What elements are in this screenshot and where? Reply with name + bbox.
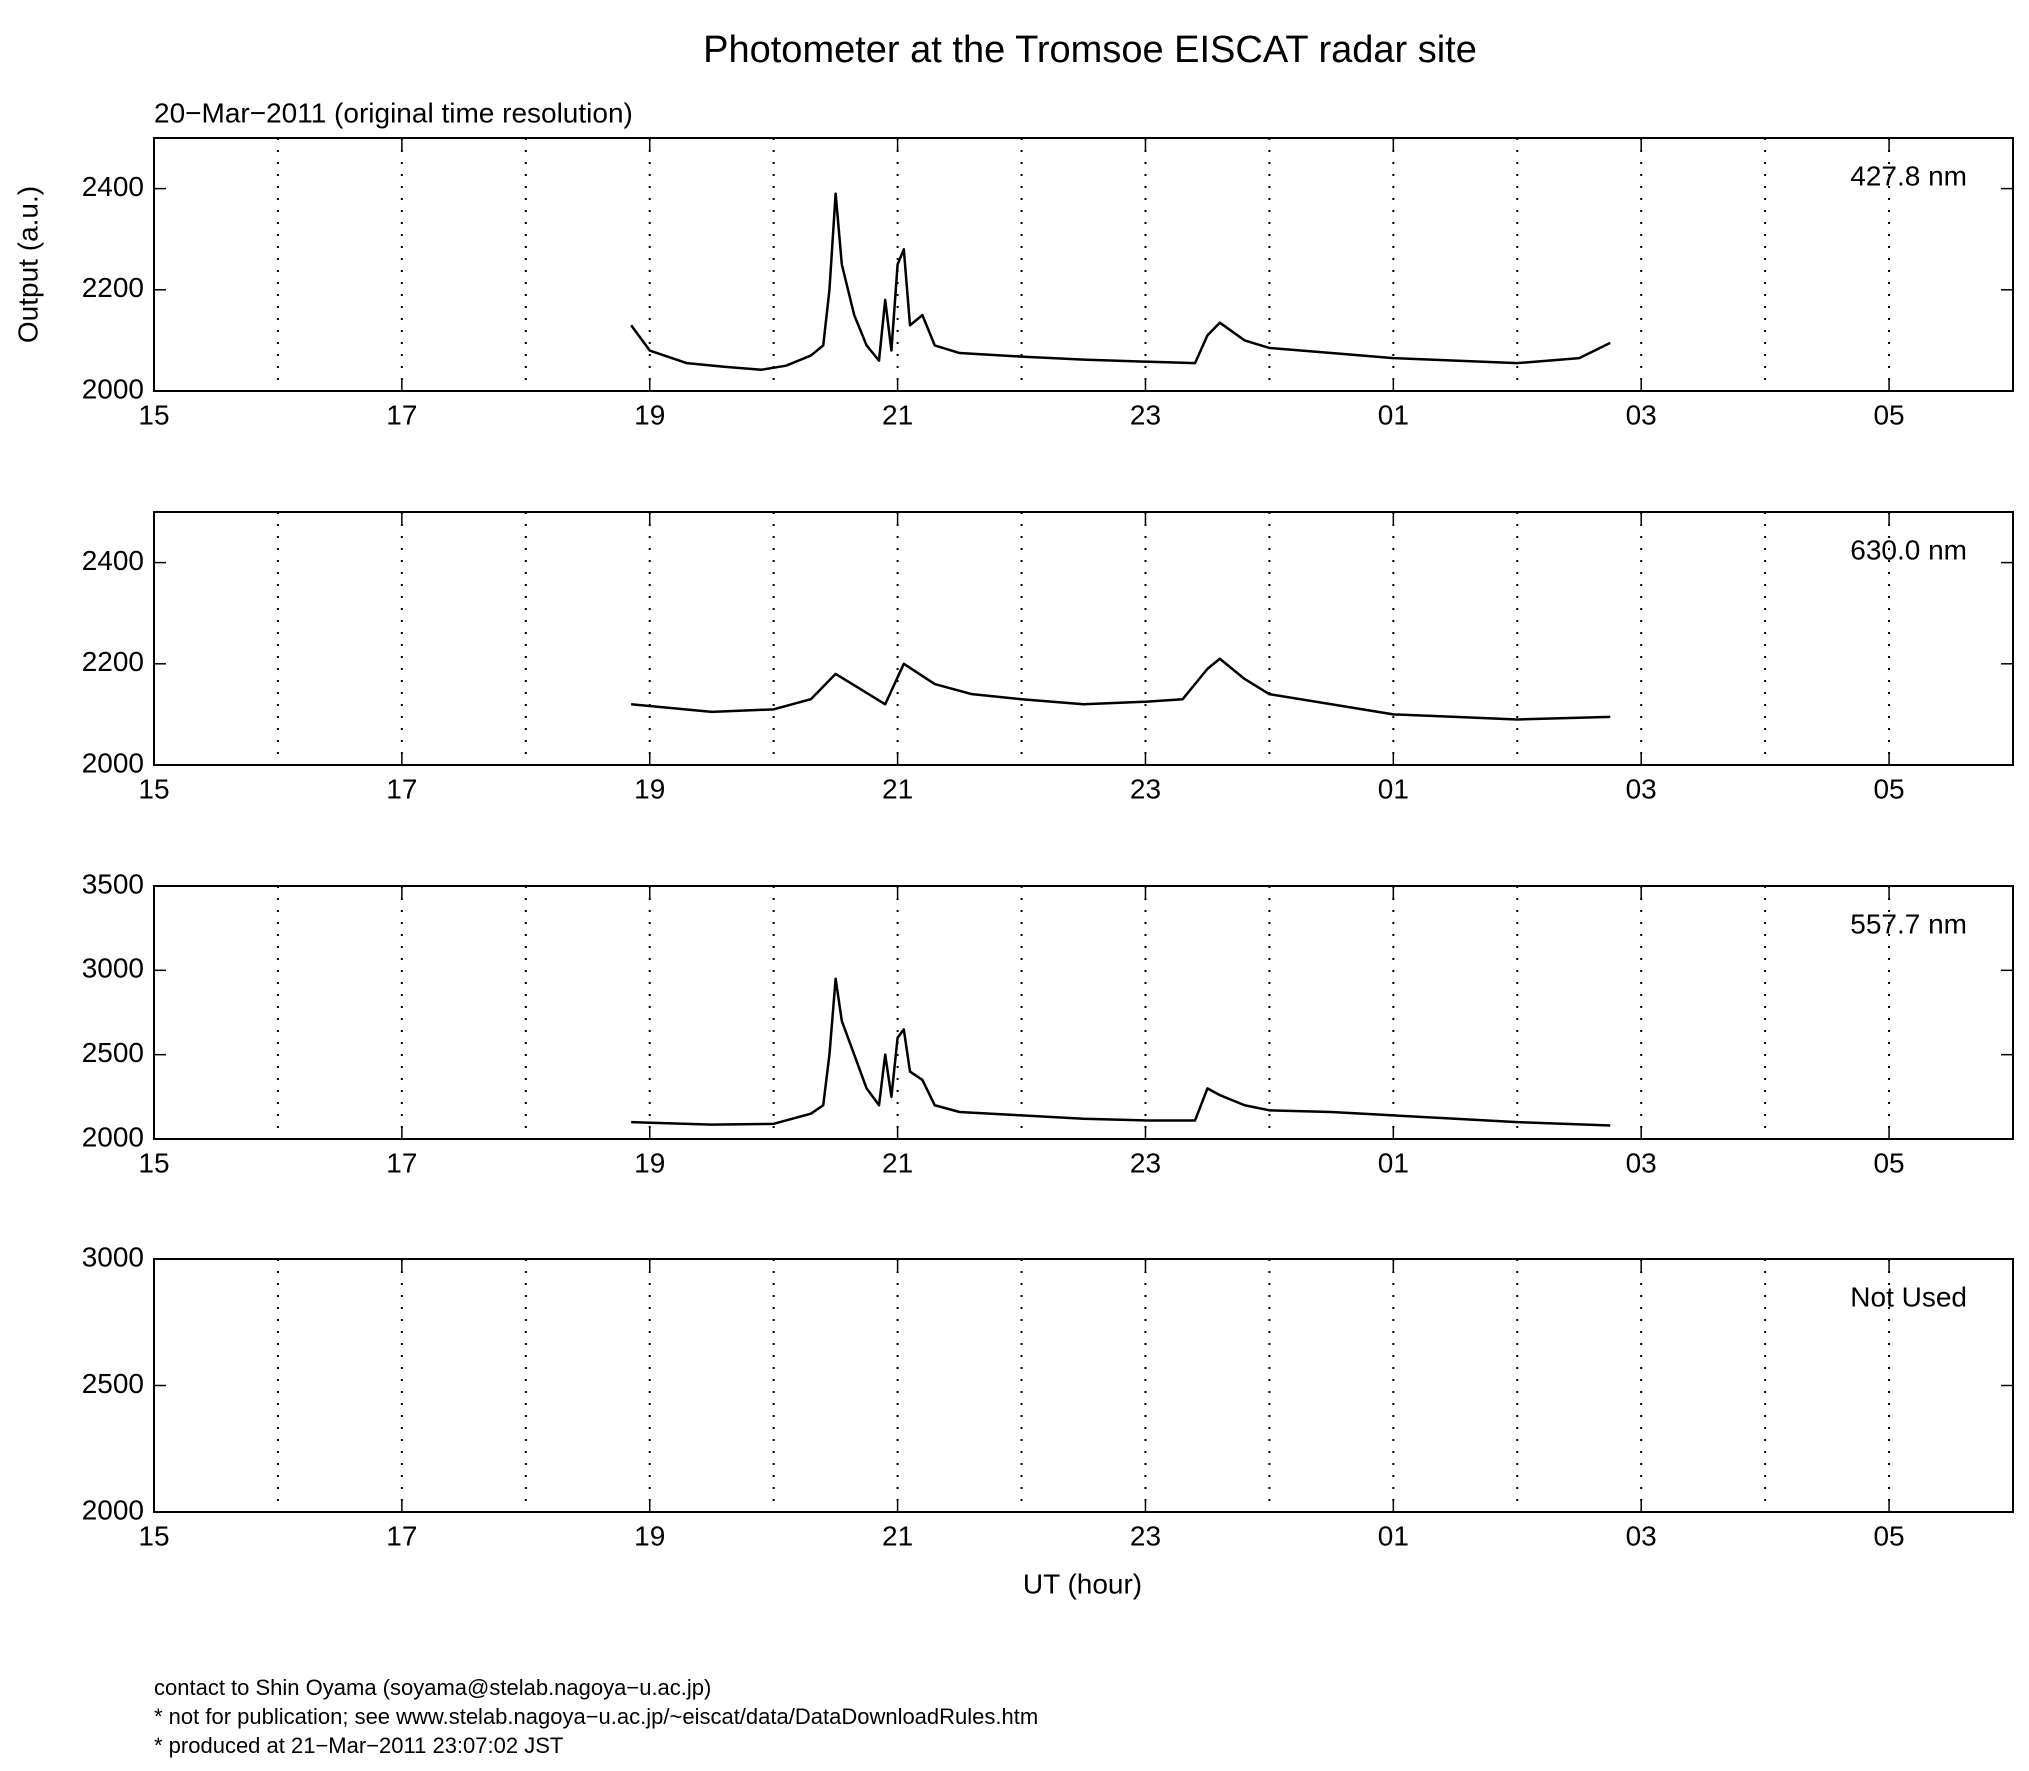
y-tick-label: 2200: [82, 646, 144, 677]
y-tick-label: 3000: [82, 953, 144, 984]
x-tick-label: 19: [634, 773, 665, 804]
y-axis-label: Output (a.u.): [12, 186, 43, 343]
x-tick-label: 01: [1378, 399, 1409, 430]
x-tick-label: 23: [1130, 773, 1161, 804]
data-line: [631, 657, 1611, 721]
x-tick-label: 21: [882, 1520, 913, 1551]
y-tick-label: 2000: [82, 747, 144, 778]
x-tick-label: 03: [1626, 1147, 1657, 1178]
x-tick-label: 15: [138, 773, 169, 804]
x-tick-label: 15: [138, 1147, 169, 1178]
y-tick-label: 2400: [82, 545, 144, 576]
y-tick-label: 2200: [82, 272, 144, 303]
x-tick-label: 21: [882, 399, 913, 430]
x-tick-label: 15: [138, 399, 169, 430]
panel-label: 557.7 nm: [1850, 908, 1967, 939]
x-tick-label: 05: [1873, 399, 1904, 430]
data-line: [631, 977, 1611, 1127]
x-tick-label: 17: [386, 773, 417, 804]
x-tick-label: 21: [882, 1147, 913, 1178]
data-line: [630, 192, 1611, 371]
plot-frame: [153, 885, 2014, 1140]
y-tick-label: 2000: [82, 373, 144, 404]
x-tick-label: 03: [1626, 773, 1657, 804]
plot-frame: [153, 1258, 2014, 1513]
x-tick-label: 19: [634, 399, 665, 430]
x-tick-label: 17: [386, 1520, 417, 1551]
panel-label: 427.8 nm: [1850, 160, 1967, 191]
panel-label: Not Used: [1850, 1281, 1967, 1312]
x-tick-label: 15: [138, 1520, 169, 1551]
y-tick-label: 2500: [82, 1037, 144, 1068]
x-tick-label: 05: [1873, 773, 1904, 804]
x-tick-label: 17: [386, 399, 417, 430]
x-tick-label: 01: [1378, 1147, 1409, 1178]
x-tick-label: 17: [386, 1147, 417, 1178]
x-tick-label: 01: [1378, 1520, 1409, 1551]
x-tick-label: 05: [1873, 1520, 1904, 1551]
x-tick-label: 19: [634, 1520, 665, 1551]
x-tick-label: 23: [1130, 399, 1161, 430]
footer: * not for publication; see www.stelab.na…: [154, 1704, 1038, 1729]
y-tick-label: 2000: [82, 1494, 144, 1525]
y-tick-label: 2400: [82, 171, 144, 202]
x-tick-label: 19: [634, 1147, 665, 1178]
x-tick-label: 03: [1626, 1520, 1657, 1551]
plot-frame: [153, 511, 2014, 766]
x-tick-label: 05: [1873, 1147, 1904, 1178]
x-tick-label: 23: [1130, 1520, 1161, 1551]
footer: contact to Shin Oyama (soyama@stelab.nag…: [154, 1675, 711, 1700]
panel-label: 630.0 nm: [1850, 534, 1967, 565]
y-tick-label: 2000: [82, 1121, 144, 1152]
x-tick-label: 03: [1626, 399, 1657, 430]
x-tick-label: 01: [1378, 773, 1409, 804]
footer: * produced at 21−Mar−2011 23:07:02 JST: [154, 1733, 563, 1758]
x-tick-label: 21: [882, 773, 913, 804]
x-tick-label: 23: [1130, 1147, 1161, 1178]
y-tick-label: 2500: [82, 1368, 144, 1399]
figure-title: Photometer at the Tromsoe EISCAT radar s…: [703, 29, 1477, 71]
plot-frame: [153, 137, 2014, 392]
y-tick-label: 3000: [82, 1241, 144, 1272]
y-tick-label: 3500: [82, 868, 144, 899]
subtitle: 20−Mar−2011 (original time resolution): [154, 97, 633, 128]
x-axis-label: UT (hour): [1023, 1568, 1142, 1599]
